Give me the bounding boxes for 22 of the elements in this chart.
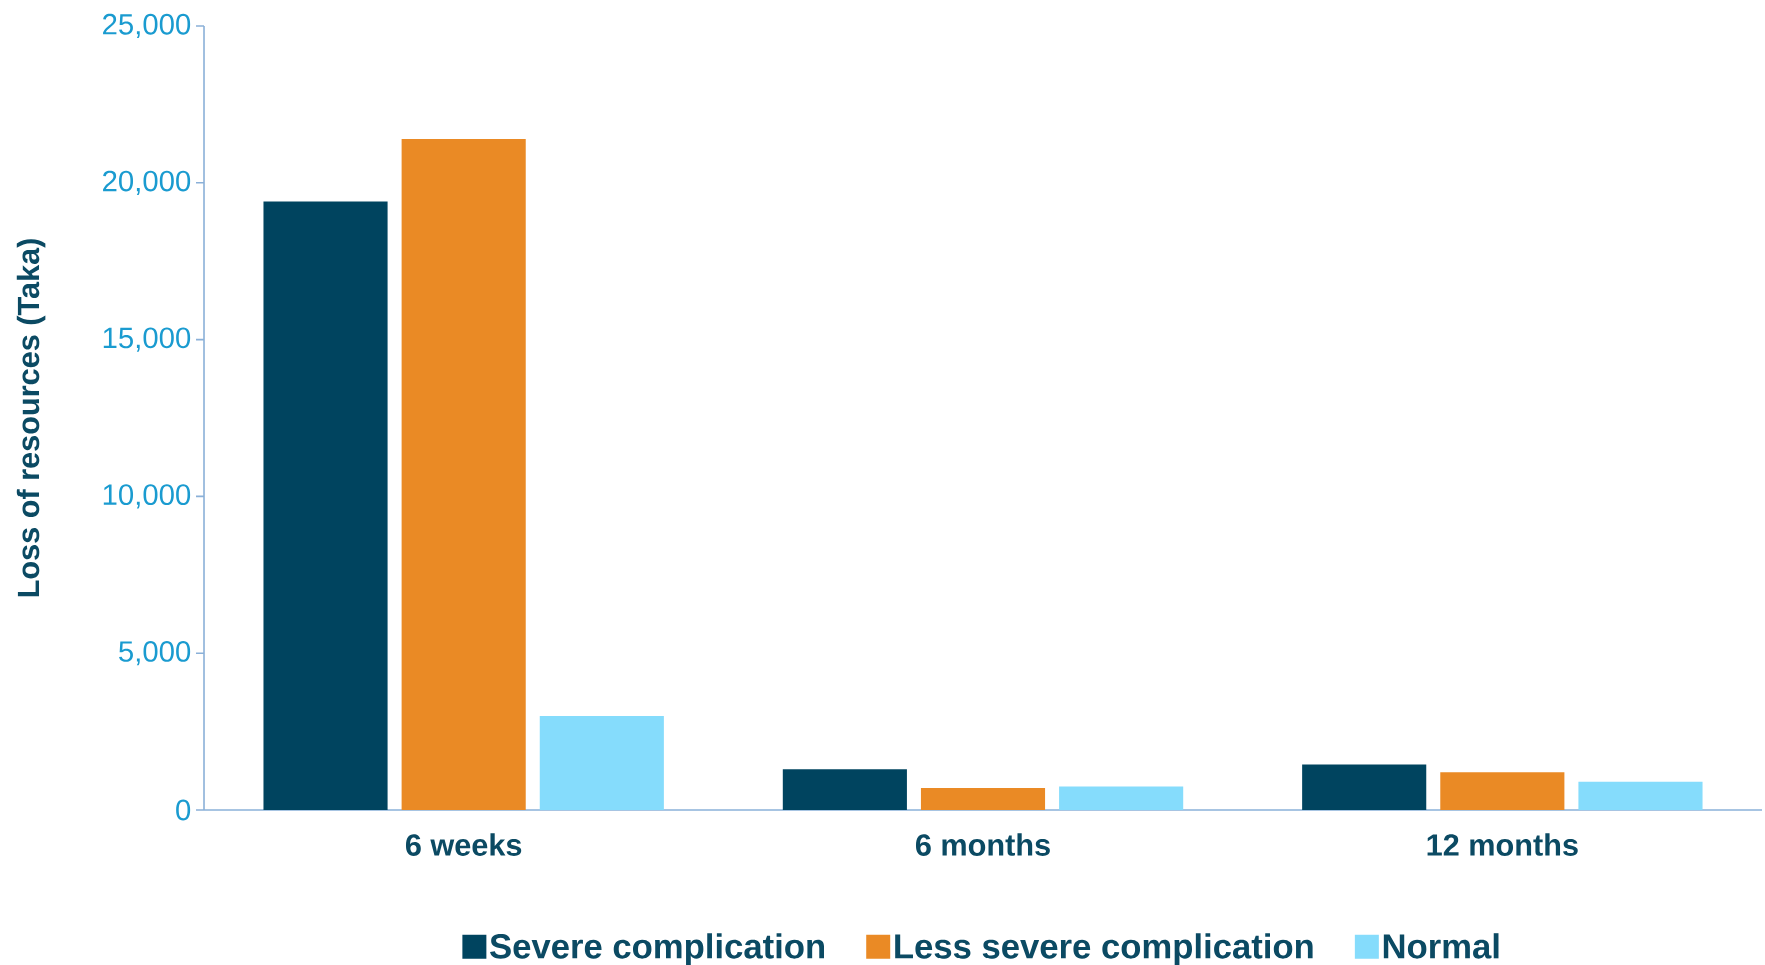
legend-label: Less severe complication (895, 933, 1313, 965)
y-tick-label: 25,000 (103, 13, 191, 39)
bar (782, 769, 907, 810)
bar (1302, 764, 1427, 810)
y-tick-label: 0 (176, 799, 191, 821)
y-axis-title: Loss of resources (Taka) (16, 239, 46, 597)
legend-label: Severe complication (490, 933, 825, 965)
bar (263, 201, 388, 810)
y-tick-label: 20,000 (103, 170, 191, 195)
y-tick-label: 5,000 (119, 641, 191, 666)
bar (1440, 772, 1565, 810)
x-tick-label: 12 months (1427, 833, 1578, 856)
y-tick-label: 10,000 (103, 484, 191, 509)
y-tick-label: 15,000 (103, 327, 191, 352)
bar (401, 138, 526, 810)
bar (1059, 786, 1184, 810)
bar (920, 788, 1046, 810)
legend-label: Normal (1383, 933, 1499, 959)
bar (1578, 781, 1703, 810)
x-tick-label: 6 weeks (405, 833, 522, 856)
bar (539, 715, 664, 810)
x-tick-label: 6 months (915, 833, 1050, 856)
